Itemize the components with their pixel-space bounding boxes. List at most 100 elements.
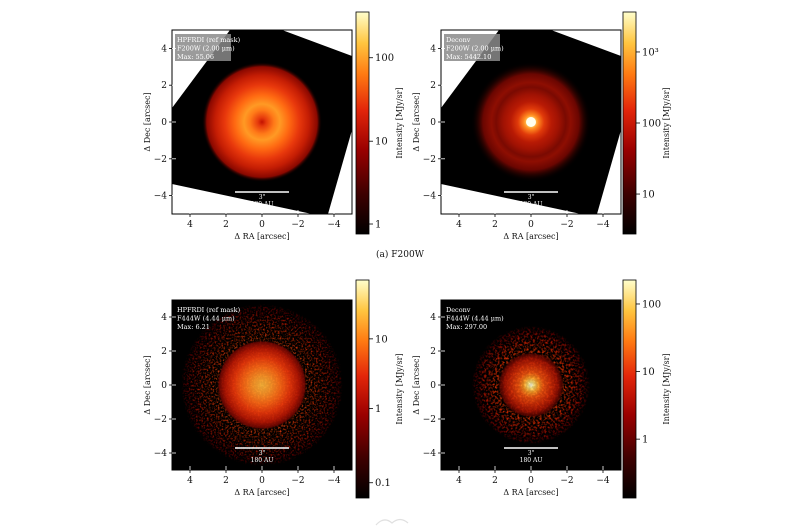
scale-bar-arcsec: 3" xyxy=(528,194,535,201)
colorbar-tick-label: 10 xyxy=(375,137,388,148)
x-axis-label: Δ RA [arcsec] xyxy=(503,488,558,497)
colorbar-tick-label: 1 xyxy=(375,220,381,231)
colorbar: 100 10 1 Intensity [MJy/sr] xyxy=(622,279,671,499)
scale-bar-arcsec: 3" xyxy=(528,450,535,457)
scale-bar-au: 180 AU xyxy=(251,457,274,464)
info-text: HPFRDI (ref mask) xyxy=(177,306,241,314)
colorbar-tick-label: 1 xyxy=(642,435,648,446)
colorbar-tick-label: 10 xyxy=(375,334,388,345)
panel-f444w-hpfrdi: HPFRDI (ref mask)F444W (4.44 μm)Max: 6.2… xyxy=(143,279,404,499)
fov-mask-bottom xyxy=(172,184,312,214)
y-tick-label: −4 xyxy=(154,449,168,459)
info-text: Deconv xyxy=(446,36,471,44)
x-tick-label: −2 xyxy=(291,220,304,230)
x-tick-label: 4 xyxy=(187,220,193,230)
fov-mask-top-right xyxy=(551,30,621,56)
colorbar-tick-label: 100 xyxy=(375,53,394,64)
info-text: Max: 297.00 xyxy=(446,323,487,331)
y-tick-label: 4 xyxy=(161,313,167,323)
y-tick-label: 2 xyxy=(430,347,436,357)
central-source xyxy=(526,117,536,127)
info-text: Deconv xyxy=(446,306,471,314)
colorbar-label: Intensity [MJy/sr] xyxy=(395,353,404,424)
x-tick-label: −4 xyxy=(327,476,341,486)
x-axis-label: Δ RA [arcsec] xyxy=(503,232,558,241)
y-axis-label: Δ Dec [arcsec] xyxy=(412,92,421,151)
y-tick-label: 2 xyxy=(430,81,436,91)
watermark-logo xyxy=(375,518,409,526)
colorbar: 10³ 100 10 Intensity [MJy/sr] xyxy=(622,11,671,235)
disk-core xyxy=(216,339,308,431)
y-tick-label: 0 xyxy=(161,381,167,391)
info-box xyxy=(175,34,231,61)
x-tick-label: −2 xyxy=(560,220,573,230)
info-text: F444W (4.44 μm) xyxy=(177,315,235,323)
x-axis-label: Δ RA [arcsec] xyxy=(234,232,289,241)
colorbar-tick-label: 10 xyxy=(642,367,655,378)
y-tick-label: 0 xyxy=(430,381,436,391)
x-tick-label: −4 xyxy=(596,476,610,486)
colorbar-tick-label: 10³ xyxy=(642,47,659,58)
x-tick-label: 2 xyxy=(223,220,229,230)
scale-bar-au: 180 AU xyxy=(520,457,543,464)
scale-bar-arcsec: 3" xyxy=(259,450,266,457)
fov-mask-right xyxy=(597,130,621,214)
x-tick-label: 0 xyxy=(259,476,265,486)
x-tick-label: 2 xyxy=(492,476,498,486)
scale-bar-au: 180 AU xyxy=(251,201,274,208)
colorbar: 10 1 0.1 Intensity [MJy/sr] xyxy=(355,279,404,499)
panel-f200w-hpfrdi: HPFRDI (ref mask)F200W (2.00 μm)Max: 55.… xyxy=(143,11,404,241)
x-tick-label: −4 xyxy=(596,220,610,230)
info-box xyxy=(444,34,500,61)
info-text: HPFRDI (ref mask) xyxy=(177,36,241,44)
y-tick-label: 0 xyxy=(430,118,436,128)
x-axis-label: Δ RA [arcsec] xyxy=(234,488,289,497)
colorbar-tick-label: 100 xyxy=(642,299,661,310)
colorbar-gradient xyxy=(355,11,370,235)
colorbar-gradient xyxy=(622,11,637,235)
colorbar-label: Intensity [MJy/sr] xyxy=(395,87,404,158)
fov-mask-bottom xyxy=(441,184,581,214)
y-tick-label: −4 xyxy=(423,192,437,202)
y-tick-label: 2 xyxy=(161,347,167,357)
y-tick-label: −2 xyxy=(423,155,436,165)
info-text: F444W (4.44 μm) xyxy=(446,315,504,323)
fov-mask-right xyxy=(328,130,352,214)
y-tick-label: 4 xyxy=(430,313,436,323)
y-axis-label: Δ Dec [arcsec] xyxy=(143,92,152,151)
y-tick-label: −4 xyxy=(423,449,437,459)
y-tick-label: 2 xyxy=(161,81,167,91)
disk-emission xyxy=(202,62,322,182)
x-tick-label: 2 xyxy=(223,476,229,486)
x-tick-label: −2 xyxy=(291,476,304,486)
y-tick-label: 4 xyxy=(161,44,167,54)
x-tick-label: 4 xyxy=(456,476,462,486)
colorbar-tick-label: 100 xyxy=(642,119,661,130)
colorbar-tick-label: 1 xyxy=(375,404,381,415)
colorbar-gradient xyxy=(355,279,370,499)
x-tick-label: −4 xyxy=(327,220,341,230)
y-tick-label: −2 xyxy=(423,415,436,425)
info-text: F200W (2.00 μm) xyxy=(446,45,504,53)
colorbar-label: Intensity [MJy/sr] xyxy=(662,87,671,158)
colorbar-tick-label: 0.1 xyxy=(375,478,391,489)
y-tick-label: −4 xyxy=(154,192,168,202)
colorbar-tick-label: 10 xyxy=(642,190,655,201)
x-tick-label: 2 xyxy=(492,220,498,230)
y-tick-label: −2 xyxy=(154,415,167,425)
x-tick-label: −2 xyxy=(560,476,573,486)
info-text: Max: 55.06 xyxy=(177,53,214,61)
scale-bar-au: 180 AU xyxy=(520,201,543,208)
x-tick-label: 0 xyxy=(528,476,534,486)
colorbar-gradient xyxy=(622,279,637,499)
y-tick-label: −2 xyxy=(154,155,167,165)
x-tick-label: 0 xyxy=(259,220,265,230)
scale-bar-arcsec: 3" xyxy=(259,194,266,201)
info-text: F200W (2.00 μm) xyxy=(177,45,235,53)
x-tick-label: 4 xyxy=(456,220,462,230)
info-text: Max: 6.21 xyxy=(177,323,210,331)
fov-mask-top-right xyxy=(282,30,352,56)
